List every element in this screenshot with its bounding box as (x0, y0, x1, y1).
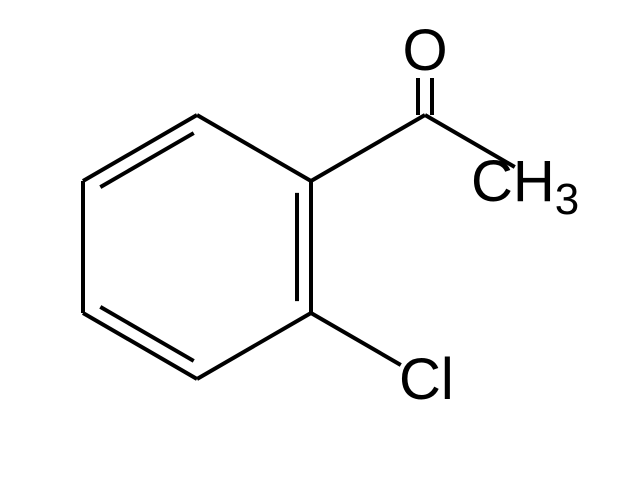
bond (197, 115, 311, 181)
bond (83, 313, 197, 379)
bond (311, 313, 401, 365)
bond (83, 115, 197, 181)
atom-label-C9: CH3 (471, 149, 579, 224)
bond (100, 307, 193, 361)
atom-label-Cl10: Cl (399, 347, 454, 412)
bond (100, 133, 193, 187)
molecule-diagram: O CH3 Cl (0, 0, 640, 501)
bond (311, 115, 425, 181)
atom-labels-layer: O CH3 Cl (399, 18, 579, 413)
bond (197, 313, 311, 379)
bonds-layer (83, 78, 515, 379)
atom-label-O8: O (402, 18, 447, 83)
